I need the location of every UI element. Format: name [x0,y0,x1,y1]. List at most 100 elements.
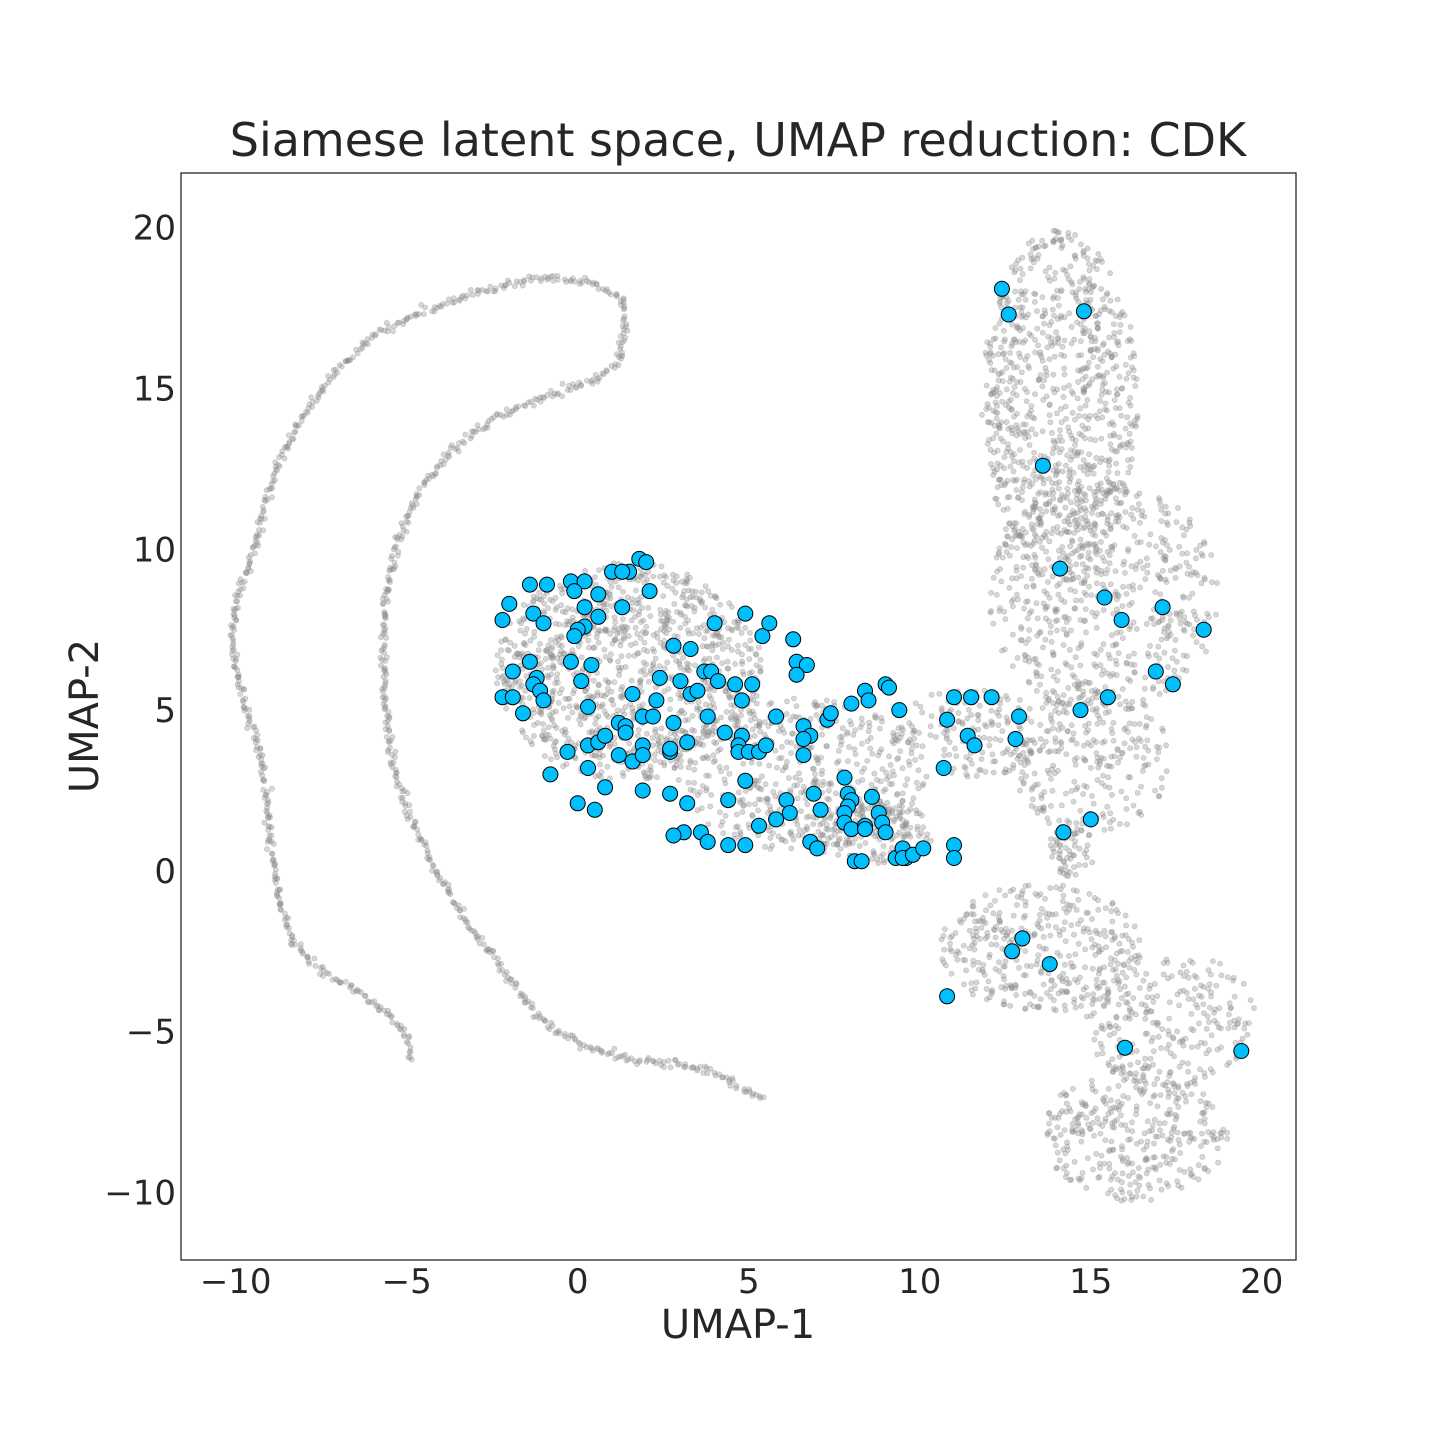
background-point [995,501,1002,508]
background-point [406,508,413,515]
background-point [1099,342,1106,349]
background-point [385,749,391,755]
background-point [796,826,803,833]
background-point [1051,389,1058,396]
background-point [712,594,718,600]
background-point [1053,1007,1059,1014]
background-point [1086,451,1093,458]
background-point [1077,338,1084,345]
background-point [1123,806,1130,812]
background-point [681,1063,687,1070]
background-point [705,821,712,828]
background-point [230,611,237,617]
background-point [1083,729,1089,736]
background-point [1087,413,1093,419]
background-point [884,799,891,806]
background-point [1152,589,1159,596]
background-point [719,1074,725,1081]
background-point [386,567,393,574]
background-point [1080,692,1086,699]
background-point [1057,433,1063,440]
background-point [614,293,621,300]
background-point [591,752,598,759]
background-point [1028,403,1035,409]
background-point [1074,319,1080,326]
background-point [1067,543,1073,550]
background-point [447,444,454,451]
background-point [649,742,656,749]
background-point [1058,419,1065,426]
background-point [1020,291,1027,297]
background-point [877,725,883,732]
background-point [1059,724,1066,731]
background-point [775,833,782,840]
background-point [1140,701,1146,708]
background-point [984,440,991,447]
background-point [1119,749,1126,756]
background-point [1112,518,1119,525]
background-point [1088,289,1094,296]
background-point [534,396,541,403]
background-point [303,408,310,415]
background-point [916,729,922,736]
background-point [994,384,1000,391]
background-point [1078,640,1085,647]
background-point [530,706,537,713]
background-point [619,339,625,346]
background-point [1017,697,1023,703]
background-point [395,319,402,326]
background-point [837,845,844,852]
background-point [231,607,238,614]
background-point [880,788,887,795]
background-point [756,644,762,651]
background-point [244,725,251,731]
background-point [592,371,599,378]
background-point [390,759,397,766]
background-point [1000,438,1007,445]
background-point [984,996,990,1003]
background-point [259,777,266,783]
background-point [652,1060,659,1067]
background-point [260,776,267,783]
background-point [1051,353,1058,360]
background-point [545,724,552,730]
background-point [1167,617,1174,624]
background-point [1068,388,1075,395]
background-point [1094,610,1100,617]
background-point [1003,365,1010,371]
background-point [1044,815,1051,822]
background-point [999,378,1006,384]
background-point [740,760,747,767]
background-point [1040,644,1046,651]
background-point [619,695,625,701]
background-point [276,901,283,908]
background-point [358,989,364,996]
background-point [364,341,371,348]
background-point [1152,787,1158,794]
background-point [619,323,626,330]
background-point [553,738,560,745]
background-point [402,803,409,809]
background-point [522,630,528,637]
background-point [684,664,690,671]
background-point [1057,932,1063,939]
background-point [650,1058,657,1065]
background-point [587,1044,594,1051]
background-point [1116,434,1123,440]
background-point [528,398,534,405]
background-point [858,715,865,722]
background-point [609,640,616,647]
background-point [1190,632,1196,639]
background-point [968,712,975,718]
background-point [819,831,826,838]
background-point [500,413,507,420]
background-point [749,1093,756,1099]
background-point [1035,952,1042,959]
background-point [257,515,264,522]
background-point [1024,389,1030,395]
background-point [528,1004,534,1011]
background-point [1066,382,1072,389]
background-point [923,773,930,780]
background-point [1129,504,1136,511]
background-point [229,643,236,650]
